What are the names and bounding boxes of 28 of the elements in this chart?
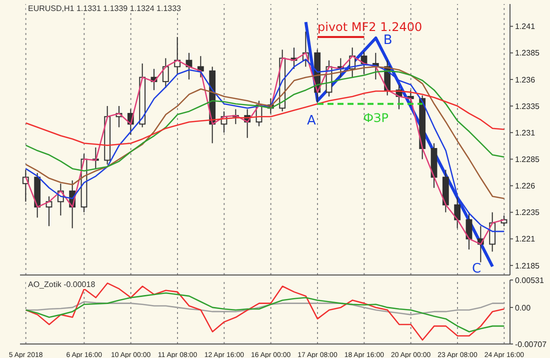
y-tick-label: -0.00707 <box>515 340 548 349</box>
chart-title: EURUSD,H1 1.1331 1.1339 1.1324 1.1333 <box>26 4 183 13</box>
series-label: pivot MF2 1.2400 <box>318 20 422 34</box>
chart-title: AO_Zotik -0.00018 <box>26 280 98 289</box>
y-tick-label: 1.2335 <box>515 102 540 111</box>
series-label: ФЗР <box>363 110 388 125</box>
y-tick-label: 1.2235 <box>515 208 540 218</box>
y-tick-label: 0.00 <box>515 303 532 312</box>
data-label: A <box>307 114 316 129</box>
y-tick-label: 1.2185 <box>515 261 540 270</box>
y-tick-label: 1.231 <box>515 128 536 138</box>
data-label: B <box>383 33 392 48</box>
candlestick <box>197 56 204 78</box>
line-series <box>25 90 505 146</box>
data-label: C <box>472 262 482 276</box>
y-tick-label: 1.236 <box>515 75 536 84</box>
line-series <box>25 292 505 332</box>
y-tick-label: 1.221 <box>515 234 536 244</box>
y-tick-label: 1.241 <box>515 22 536 32</box>
y-tick-label: 1.2385 <box>515 48 540 58</box>
candlestick <box>162 58 169 88</box>
candlestick <box>454 196 461 229</box>
line-series <box>25 70 505 172</box>
line-series <box>25 301 505 316</box>
line-series <box>25 282 505 341</box>
y-tick-label: 0.00531 <box>515 276 544 285</box>
y-tick-label: 1.2285 <box>515 155 540 164</box>
y-tick-label: 1.226 <box>515 182 536 191</box>
